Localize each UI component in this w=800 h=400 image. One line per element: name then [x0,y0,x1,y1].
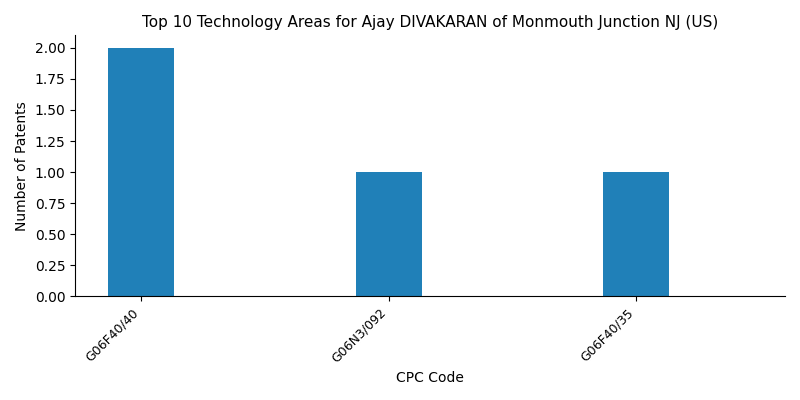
Y-axis label: Number of Patents: Number of Patents [15,101,29,231]
Bar [108,48,174,296]
Title: Top 10 Technology Areas for Ajay DIVAKARAN of Monmouth Junction NJ (US): Top 10 Technology Areas for Ajay DIVAKAR… [142,15,718,30]
Bar [356,172,422,296]
Bar [603,172,670,296]
X-axis label: CPC Code: CPC Code [396,371,464,385]
